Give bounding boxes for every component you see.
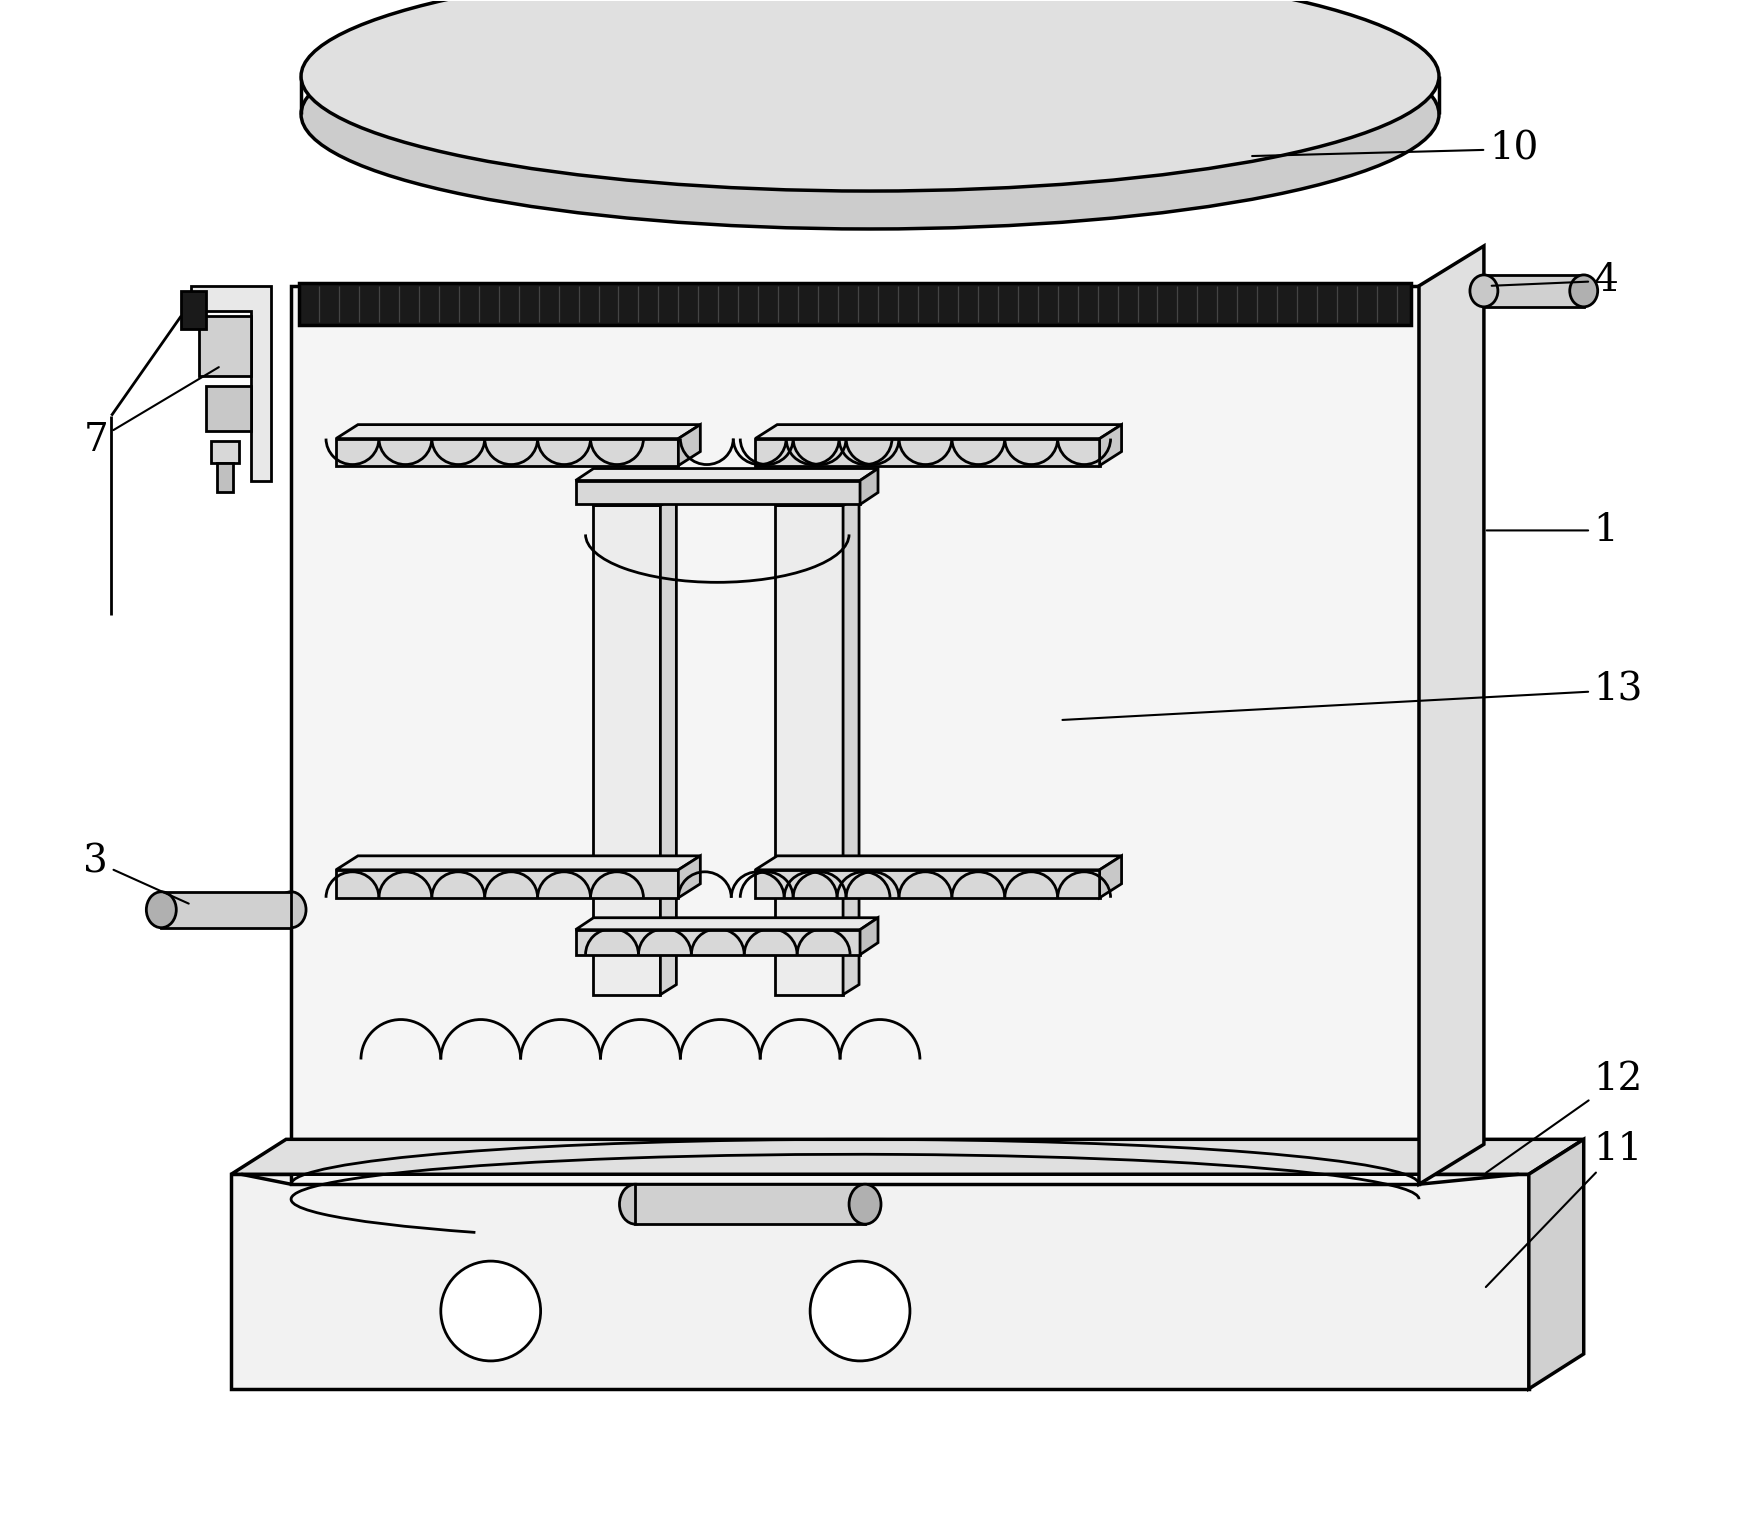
Bar [636,1183,865,1225]
Polygon shape [1099,855,1122,898]
Bar [1484,274,1584,307]
Bar [756,869,1099,898]
Bar [217,463,233,492]
Bar [337,869,678,898]
Bar [181,291,206,328]
Bar [162,892,291,927]
Polygon shape [1099,425,1122,466]
Polygon shape [231,1139,1584,1174]
Ellipse shape [1570,274,1598,307]
Polygon shape [1418,245,1484,1183]
Polygon shape [576,469,877,480]
Text: 13: 13 [1062,671,1644,721]
Text: 1: 1 [1487,512,1618,549]
Polygon shape [678,855,700,898]
Ellipse shape [301,0,1440,192]
Polygon shape [678,425,700,466]
Ellipse shape [1470,274,1498,307]
Polygon shape [661,495,677,995]
Polygon shape [756,425,1122,438]
Ellipse shape [849,1183,881,1225]
Polygon shape [592,495,677,506]
Bar [199,316,252,376]
Text: 3: 3 [83,843,189,903]
Polygon shape [337,425,700,438]
Bar [300,284,1411,325]
Bar [291,285,1418,1183]
Polygon shape [756,855,1122,869]
Polygon shape [775,495,860,506]
Bar [576,929,860,955]
Polygon shape [337,855,700,869]
Circle shape [440,1262,541,1361]
Polygon shape [192,285,271,480]
Polygon shape [576,918,877,929]
Text: 7: 7 [83,366,218,458]
Bar [756,438,1099,466]
Polygon shape [860,469,877,504]
Circle shape [811,1262,909,1361]
Text: 12: 12 [1485,1061,1644,1173]
Ellipse shape [146,892,176,927]
Bar [211,440,240,463]
Ellipse shape [301,0,1440,228]
Text: 11: 11 [1485,1131,1642,1288]
Ellipse shape [277,892,307,927]
Bar [576,480,860,504]
Polygon shape [1529,1139,1584,1389]
Text: 10: 10 [1253,130,1538,167]
Bar [775,506,842,995]
Bar [592,506,661,995]
Polygon shape [860,918,877,955]
Polygon shape [842,495,860,995]
Text: 4: 4 [1492,262,1619,299]
Ellipse shape [620,1183,652,1225]
Bar [337,438,678,466]
Bar [231,1174,1529,1389]
Bar [206,386,252,431]
